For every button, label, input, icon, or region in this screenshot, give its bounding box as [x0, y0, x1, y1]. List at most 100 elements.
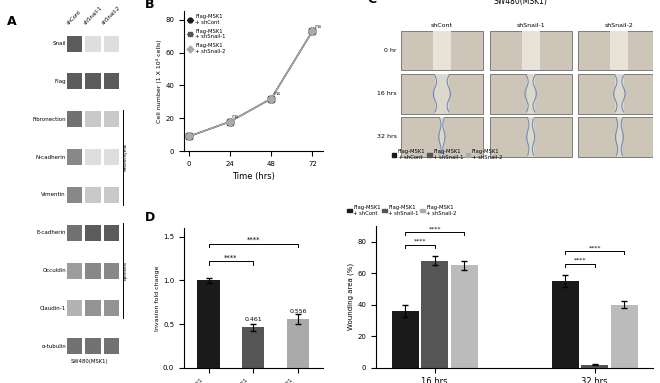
Flag-MSK1
+ shSnail-1 — [226, 119, 234, 124]
Flag-MSK1
+ shCont — [185, 134, 193, 139]
Bar — [615, 74, 624, 113]
Flag-MSK1
+ shCont — [226, 119, 234, 124]
Y-axis label: Cell number (1 X 10⁴ cells): Cell number (1 X 10⁴ cells) — [156, 39, 162, 123]
Text: ****: **** — [414, 239, 426, 244]
Bar — [490, 117, 572, 157]
Bar — [579, 117, 660, 157]
Bar — [581, 365, 609, 368]
Bar — [67, 300, 82, 316]
Bar — [104, 111, 119, 127]
Bar — [104, 149, 119, 165]
Bar — [85, 263, 100, 279]
Bar — [610, 31, 628, 70]
Bar — [104, 263, 119, 279]
Bar — [104, 74, 119, 89]
Flag-MSK1
+ shSnail-2 — [308, 29, 316, 33]
Legend: Flag-MSK1
+ shCont, Flag-MSK1
+ shSnail-1, Flag-MSK1
+ shSnail-2: Flag-MSK1 + shCont, Flag-MSK1 + shSnail-… — [187, 14, 226, 54]
Bar — [490, 31, 572, 70]
Text: 0 hr: 0 hr — [384, 48, 397, 53]
Bar — [552, 281, 579, 368]
Text: ****: **** — [428, 226, 441, 231]
Flag-MSK1
+ shSnail-1 — [308, 29, 316, 33]
Line: Flag-MSK1
+ shSnail-1: Flag-MSK1 + shSnail-1 — [185, 28, 316, 140]
Bar — [440, 117, 444, 157]
Legend: Flag-MSK1
+ shCont, Flag-MSK1
+ shSnail-1, Flag-MSK1
+ shSnail-2: Flag-MSK1 + shCont, Flag-MSK1 + shSnail-… — [345, 203, 459, 218]
Bar — [616, 117, 622, 157]
Text: 32 hrs: 32 hrs — [377, 134, 397, 139]
Bar — [85, 338, 100, 354]
Bar — [67, 187, 82, 203]
Bar — [433, 31, 451, 70]
Text: Epithelial: Epithelial — [124, 261, 128, 280]
Text: shSnail-2: shSnail-2 — [102, 5, 122, 26]
Text: N-cadherin: N-cadherin — [36, 155, 66, 160]
Bar — [67, 225, 82, 241]
Text: ns: ns — [232, 114, 239, 119]
Bar — [67, 36, 82, 52]
Text: SW480(MSK1): SW480(MSK1) — [71, 359, 108, 364]
Bar — [85, 225, 100, 241]
Bar — [392, 311, 419, 368]
Y-axis label: Invasion fold change: Invasion fold change — [155, 265, 160, 331]
Bar — [85, 149, 100, 165]
Text: 0.556: 0.556 — [289, 309, 307, 314]
Text: ns: ns — [314, 24, 321, 29]
Bar — [521, 31, 540, 70]
Bar — [67, 111, 82, 127]
Bar — [85, 74, 100, 89]
Text: Fibronection: Fibronection — [32, 117, 66, 122]
X-axis label: Time (hrs): Time (hrs) — [232, 172, 275, 182]
Bar — [104, 225, 119, 241]
Text: B: B — [145, 0, 154, 10]
Bar — [104, 338, 119, 354]
Bar — [287, 319, 309, 368]
Bar — [435, 74, 449, 113]
Text: ****: **** — [574, 258, 586, 263]
Bar — [104, 300, 119, 316]
Bar — [528, 117, 533, 157]
Legend: Flag-MSK1
+ shCont, Flag-MSK1
+ shSnail-1, Flag-MSK1
+ shSnail-2: Flag-MSK1 + shCont, Flag-MSK1 + shSnail-… — [389, 147, 504, 162]
Bar — [104, 187, 119, 203]
Text: α-tubulin: α-tubulin — [42, 344, 66, 349]
Flag-MSK1
+ shSnail-2 — [226, 119, 234, 124]
Flag-MSK1
+ shSnail-2 — [267, 96, 275, 101]
Text: ****: **** — [247, 237, 260, 243]
Text: ****: **** — [589, 245, 601, 250]
Bar — [67, 74, 82, 89]
Bar — [401, 31, 482, 70]
Text: ns: ns — [273, 91, 280, 96]
Flag-MSK1
+ shSnail-1 — [267, 96, 275, 101]
Text: Vimentin: Vimentin — [42, 192, 66, 197]
Bar — [579, 74, 660, 113]
Text: Occuldin: Occuldin — [42, 268, 66, 273]
Bar — [104, 36, 119, 52]
Text: Claudin-1: Claudin-1 — [40, 306, 66, 311]
Bar — [579, 31, 660, 70]
Text: 0.461: 0.461 — [244, 317, 262, 322]
Text: shSnail-2: shSnail-2 — [605, 23, 634, 28]
Bar — [67, 263, 82, 279]
Flag-MSK1
+ shSnail-1 — [185, 134, 193, 139]
Text: Mesenchymal: Mesenchymal — [124, 143, 128, 171]
Bar — [85, 111, 100, 127]
Text: shCont: shCont — [66, 9, 82, 26]
Flag-MSK1
+ shCont — [267, 96, 275, 101]
Text: shCont: shCont — [431, 23, 453, 28]
Text: E-cadherin: E-cadherin — [36, 230, 66, 235]
Text: C: C — [368, 0, 377, 5]
Bar — [85, 187, 100, 203]
Bar — [527, 74, 535, 113]
Y-axis label: Wounding area (%): Wounding area (%) — [348, 263, 354, 330]
Text: shSnail-1: shSnail-1 — [516, 23, 545, 28]
Bar — [401, 74, 482, 113]
Text: ****: **** — [224, 254, 238, 260]
Bar — [67, 338, 82, 354]
Bar — [85, 36, 100, 52]
Bar — [421, 260, 448, 368]
Text: Snail: Snail — [53, 41, 66, 46]
Bar — [451, 265, 477, 368]
Flag-MSK1
+ shSnail-2 — [185, 134, 193, 139]
Text: shSnail-1: shSnail-1 — [82, 5, 104, 26]
Text: 16 hrs: 16 hrs — [377, 91, 397, 96]
Text: A: A — [7, 15, 17, 28]
